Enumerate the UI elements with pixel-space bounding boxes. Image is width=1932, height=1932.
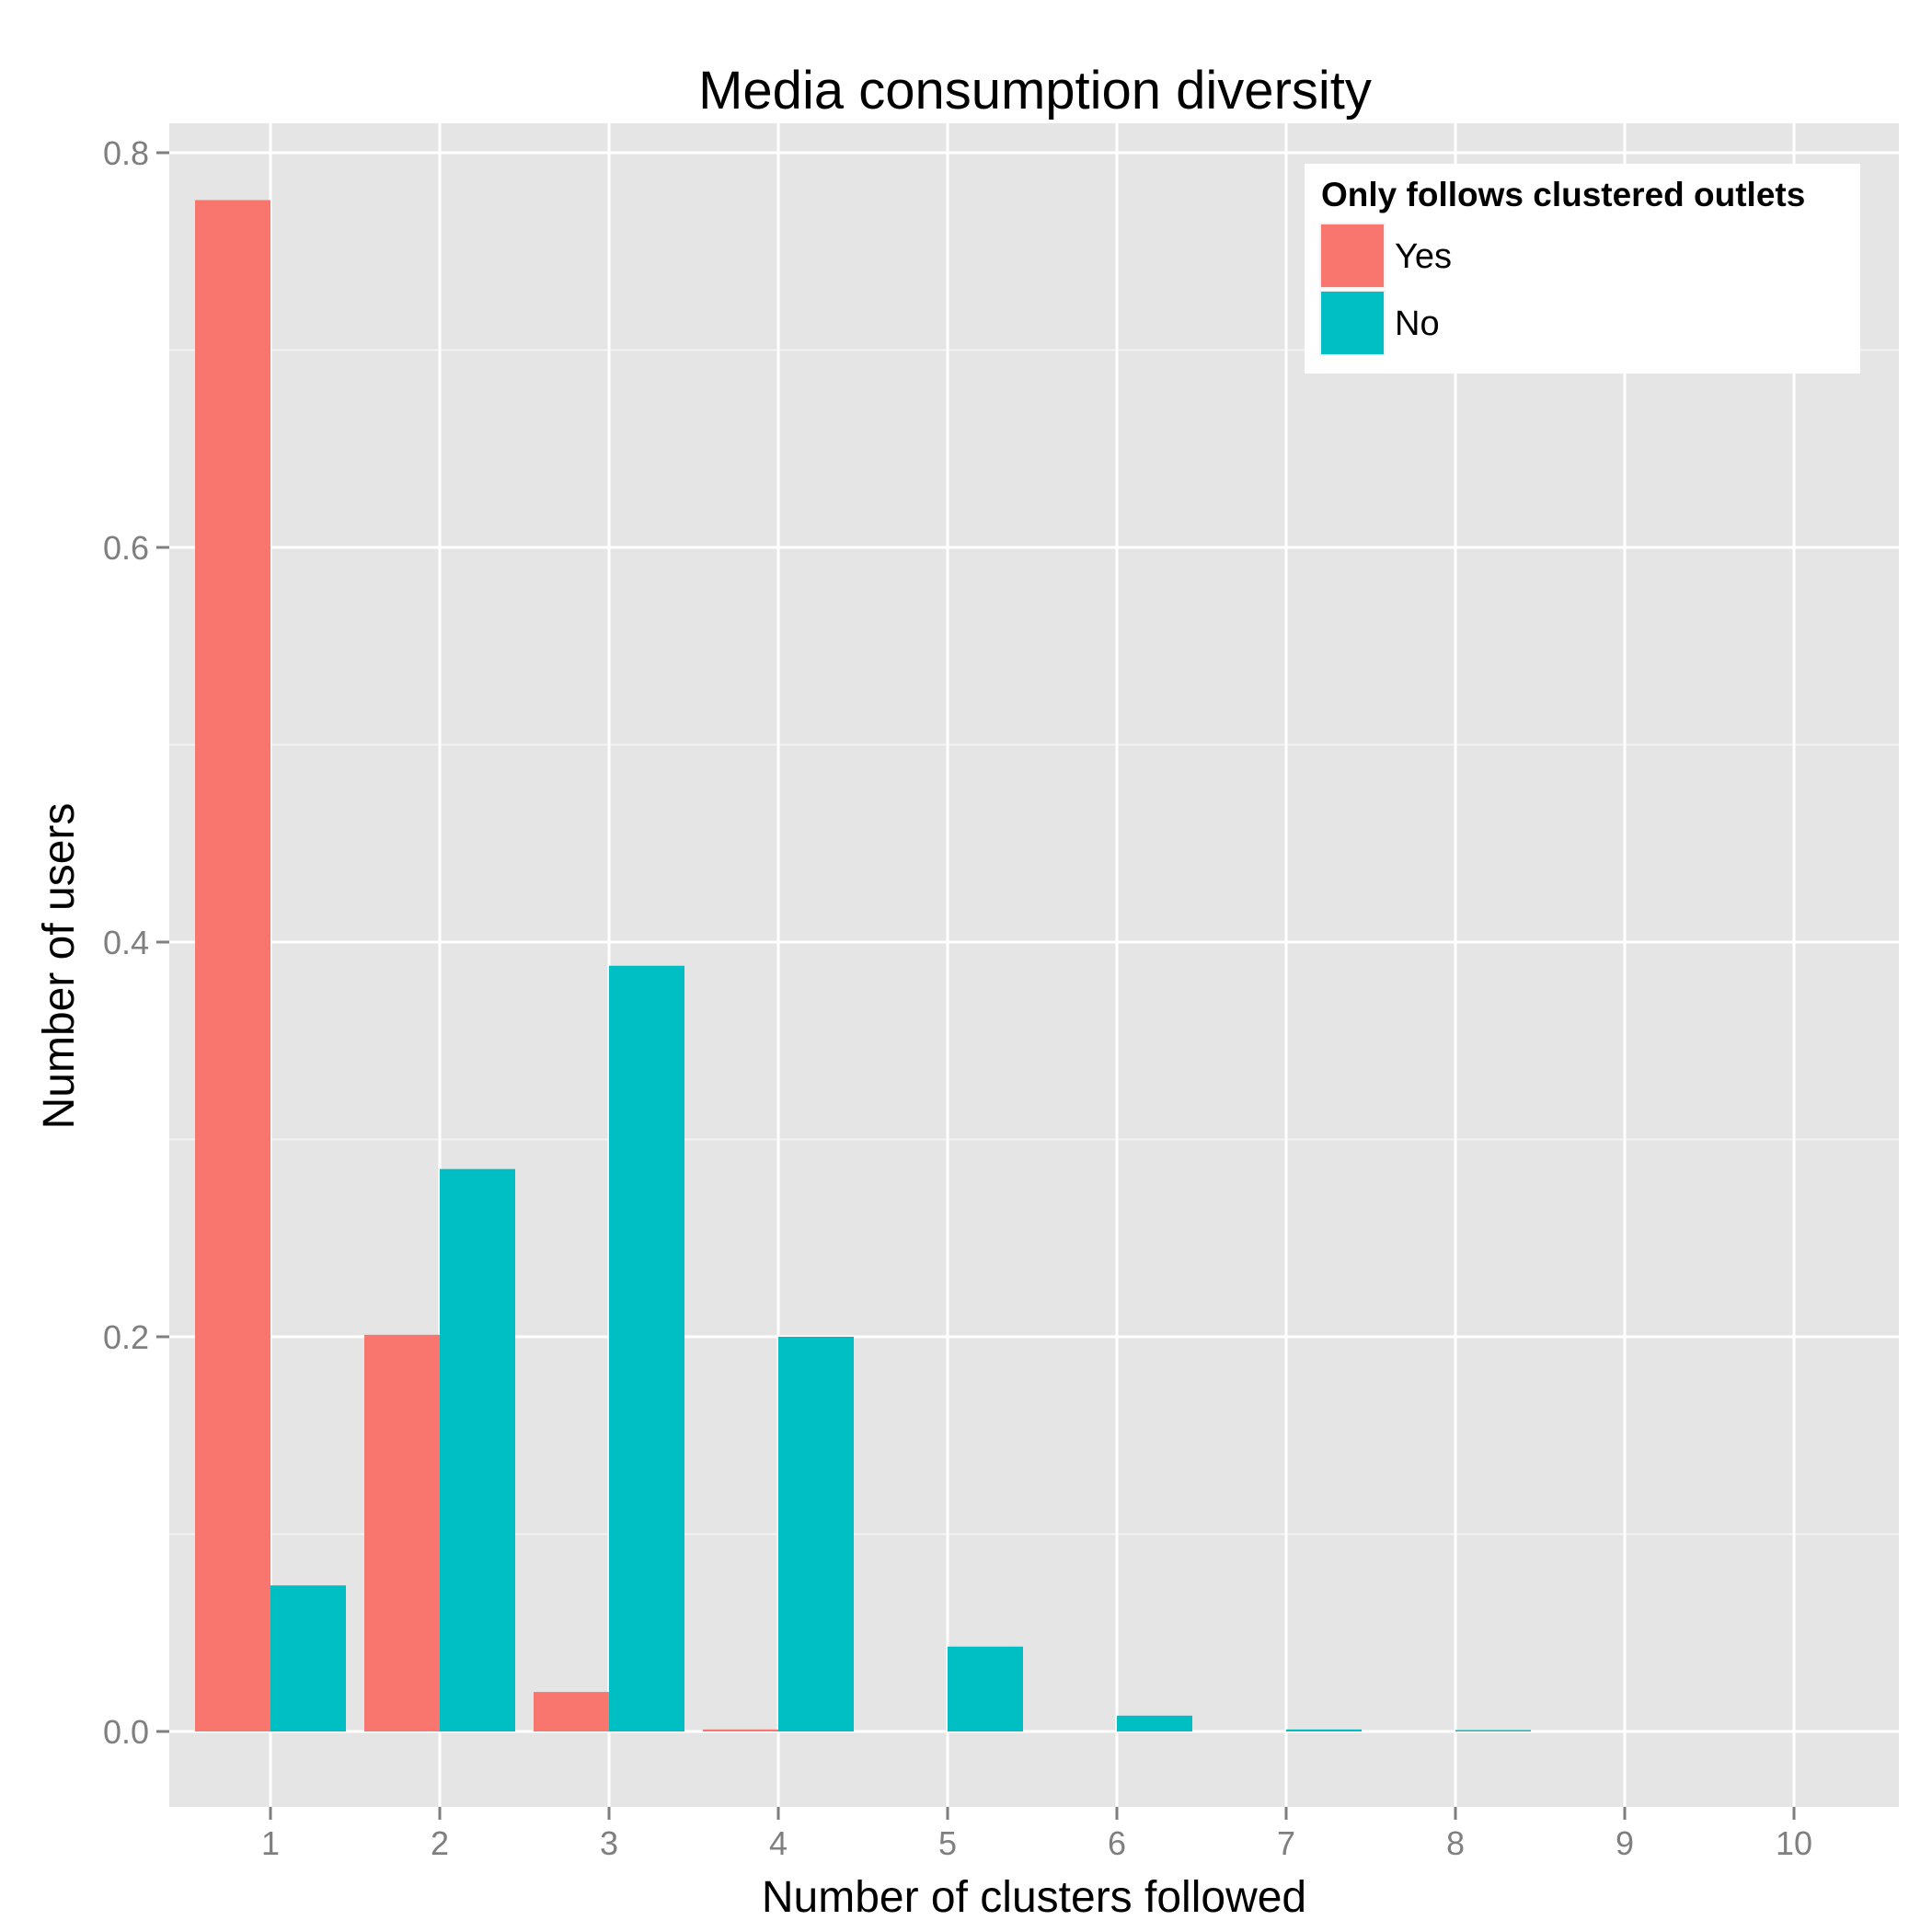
bar-no-2: [440, 1168, 515, 1731]
bar-no-5: [948, 1646, 1023, 1731]
bar-yes-3: [534, 1692, 609, 1731]
x-tick-label: 6: [1108, 1824, 1126, 1862]
x-tick-label: 9: [1616, 1824, 1634, 1862]
bar-no-1: [270, 1585, 346, 1731]
bar-no-6: [1117, 1715, 1192, 1731]
x-tick-label: 4: [769, 1824, 788, 1862]
legend-label: Yes: [1395, 237, 1452, 276]
y-tick-label: 0.0: [103, 1713, 149, 1751]
legend-item-yes: Yes: [1319, 223, 1452, 289]
y-tick-label: 0.2: [103, 1318, 149, 1356]
y-axis-title: Number of users: [35, 803, 84, 1130]
bar-yes-2: [364, 1334, 440, 1731]
x-axis-title: Number of clusters followed: [762, 1873, 1306, 1922]
x-tick-label: 2: [431, 1824, 449, 1862]
chart-title: Media consumption diversity: [698, 61, 1372, 121]
bar-yes-4: [703, 1729, 778, 1731]
bar-no-8: [1455, 1730, 1531, 1731]
bar-no-4: [778, 1337, 854, 1731]
y-tick-label: 0.8: [103, 134, 149, 172]
legend-item-no: No: [1319, 290, 1440, 356]
legend-title: Only follows clustered outlets: [1321, 176, 1805, 213]
x-tick-label: 5: [938, 1824, 957, 1862]
y-tick-label: 0.6: [103, 529, 149, 567]
bar-no-7: [1286, 1729, 1362, 1731]
x-tick-label: 3: [600, 1824, 618, 1862]
x-tick-label: 8: [1446, 1824, 1465, 1862]
legend-items: Yes No: [1319, 223, 1452, 356]
bar-no-3: [609, 965, 684, 1731]
y-tick-label: 0.4: [103, 924, 149, 961]
legend-background: [1305, 164, 1860, 374]
legend: Only follows clustered outlets Yes No: [1305, 164, 1860, 374]
legend-swatch: [1321, 224, 1384, 287]
legend-label: No: [1395, 305, 1440, 343]
x-tick-label: 7: [1277, 1824, 1295, 1862]
x-axis: 1 2 3 4 5 6 7 8 9 10: [261, 1807, 1812, 1862]
x-tick-label: 10: [1776, 1824, 1812, 1862]
x-tick-label: 1: [261, 1824, 280, 1862]
y-axis: 0.0 0.2 0.4 0.6 0.8: [103, 134, 169, 1751]
bars: [195, 200, 1531, 1732]
bar-yes-1: [195, 200, 270, 1732]
legend-swatch: [1321, 292, 1384, 354]
